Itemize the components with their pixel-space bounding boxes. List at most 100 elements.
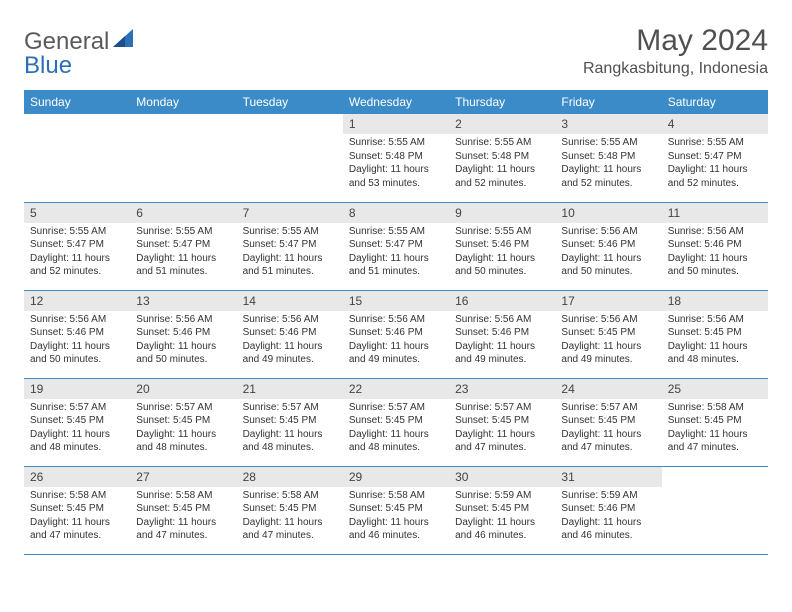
day-number: 25 bbox=[662, 379, 768, 399]
day-number bbox=[130, 114, 236, 120]
calendar-body: 1Sunrise: 5:55 AMSunset: 5:48 PMDaylight… bbox=[24, 114, 768, 554]
day-details: Sunrise: 5:56 AMSunset: 5:46 PMDaylight:… bbox=[449, 311, 555, 371]
sunrise-text: Sunrise: 5:56 AM bbox=[561, 225, 655, 239]
sunrise-text: Sunrise: 5:55 AM bbox=[349, 225, 443, 239]
sunrise-text: Sunrise: 5:55 AM bbox=[136, 225, 230, 239]
sunrise-text: Sunrise: 5:58 AM bbox=[243, 489, 337, 503]
sunset-text: Sunset: 5:45 PM bbox=[561, 326, 655, 340]
day-details: Sunrise: 5:55 AMSunset: 5:47 PMDaylight:… bbox=[24, 223, 130, 283]
sunrise-text: Sunrise: 5:55 AM bbox=[349, 136, 443, 150]
weekday-header: Saturday bbox=[662, 90, 768, 114]
day-number: 8 bbox=[343, 203, 449, 223]
weekday-header: Monday bbox=[130, 90, 236, 114]
day-number: 5 bbox=[24, 203, 130, 223]
sunset-text: Sunset: 5:45 PM bbox=[668, 326, 762, 340]
sunrise-text: Sunrise: 5:56 AM bbox=[668, 313, 762, 327]
sunrise-text: Sunrise: 5:55 AM bbox=[243, 225, 337, 239]
daylight-text: Daylight: 11 hours and 52 minutes. bbox=[455, 163, 549, 190]
day-number: 10 bbox=[555, 203, 661, 223]
daylight-text: Daylight: 11 hours and 50 minutes. bbox=[136, 340, 230, 367]
day-number: 11 bbox=[662, 203, 768, 223]
calendar-cell: 5Sunrise: 5:55 AMSunset: 5:47 PMDaylight… bbox=[24, 202, 130, 290]
calendar-table: Sunday Monday Tuesday Wednesday Thursday… bbox=[24, 90, 768, 555]
calendar-cell: 2Sunrise: 5:55 AMSunset: 5:48 PMDaylight… bbox=[449, 114, 555, 202]
sunset-text: Sunset: 5:45 PM bbox=[561, 414, 655, 428]
daylight-text: Daylight: 11 hours and 50 minutes. bbox=[30, 340, 124, 367]
calendar-cell: 6Sunrise: 5:55 AMSunset: 5:47 PMDaylight… bbox=[130, 202, 236, 290]
day-number: 4 bbox=[662, 114, 768, 134]
calendar-cell: 19Sunrise: 5:57 AMSunset: 5:45 PMDayligh… bbox=[24, 378, 130, 466]
sunset-text: Sunset: 5:46 PM bbox=[30, 326, 124, 340]
sunset-text: Sunset: 5:46 PM bbox=[455, 326, 549, 340]
sunset-text: Sunset: 5:45 PM bbox=[136, 502, 230, 516]
sunset-text: Sunset: 5:46 PM bbox=[136, 326, 230, 340]
daylight-text: Daylight: 11 hours and 50 minutes. bbox=[561, 252, 655, 279]
day-details: Sunrise: 5:57 AMSunset: 5:45 PMDaylight:… bbox=[343, 399, 449, 459]
weekday-header: Tuesday bbox=[237, 90, 343, 114]
calendar-week-row: 1Sunrise: 5:55 AMSunset: 5:48 PMDaylight… bbox=[24, 114, 768, 202]
weekday-header: Friday bbox=[555, 90, 661, 114]
day-details: Sunrise: 5:56 AMSunset: 5:45 PMDaylight:… bbox=[555, 311, 661, 371]
daylight-text: Daylight: 11 hours and 50 minutes. bbox=[668, 252, 762, 279]
calendar-cell: 9Sunrise: 5:55 AMSunset: 5:46 PMDaylight… bbox=[449, 202, 555, 290]
calendar-cell: 23Sunrise: 5:57 AMSunset: 5:45 PMDayligh… bbox=[449, 378, 555, 466]
sunset-text: Sunset: 5:48 PM bbox=[455, 150, 549, 164]
day-details: Sunrise: 5:57 AMSunset: 5:45 PMDaylight:… bbox=[237, 399, 343, 459]
daylight-text: Daylight: 11 hours and 49 minutes. bbox=[349, 340, 443, 367]
location-title: Rangkasbitung, Indonesia bbox=[583, 60, 768, 78]
sunset-text: Sunset: 5:46 PM bbox=[668, 238, 762, 252]
day-number: 27 bbox=[130, 467, 236, 487]
day-details: Sunrise: 5:55 AMSunset: 5:47 PMDaylight:… bbox=[662, 134, 768, 194]
calendar-cell: 7Sunrise: 5:55 AMSunset: 5:47 PMDaylight… bbox=[237, 202, 343, 290]
sunrise-text: Sunrise: 5:56 AM bbox=[668, 225, 762, 239]
day-details: Sunrise: 5:57 AMSunset: 5:45 PMDaylight:… bbox=[24, 399, 130, 459]
weekday-header: Sunday bbox=[24, 90, 130, 114]
day-details: Sunrise: 5:57 AMSunset: 5:45 PMDaylight:… bbox=[555, 399, 661, 459]
logo-triangle-icon bbox=[113, 29, 133, 47]
day-details: Sunrise: 5:56 AMSunset: 5:46 PMDaylight:… bbox=[24, 311, 130, 371]
day-number: 9 bbox=[449, 203, 555, 223]
weekday-header: Thursday bbox=[449, 90, 555, 114]
calendar-cell: 29Sunrise: 5:58 AMSunset: 5:45 PMDayligh… bbox=[343, 466, 449, 554]
day-number: 17 bbox=[555, 291, 661, 311]
sunset-text: Sunset: 5:46 PM bbox=[349, 326, 443, 340]
calendar-cell: 12Sunrise: 5:56 AMSunset: 5:46 PMDayligh… bbox=[24, 290, 130, 378]
day-details: Sunrise: 5:55 AMSunset: 5:47 PMDaylight:… bbox=[237, 223, 343, 283]
sunset-text: Sunset: 5:45 PM bbox=[349, 502, 443, 516]
day-number: 21 bbox=[237, 379, 343, 399]
daylight-text: Daylight: 11 hours and 51 minutes. bbox=[349, 252, 443, 279]
sunrise-text: Sunrise: 5:57 AM bbox=[243, 401, 337, 415]
day-number bbox=[24, 114, 130, 120]
daylight-text: Daylight: 11 hours and 51 minutes. bbox=[243, 252, 337, 279]
daylight-text: Daylight: 11 hours and 48 minutes. bbox=[668, 340, 762, 367]
logo-text-blue: Blue bbox=[24, 52, 72, 79]
calendar-week-row: 26Sunrise: 5:58 AMSunset: 5:45 PMDayligh… bbox=[24, 466, 768, 554]
sunrise-text: Sunrise: 5:59 AM bbox=[561, 489, 655, 503]
daylight-text: Daylight: 11 hours and 46 minutes. bbox=[349, 516, 443, 543]
sunset-text: Sunset: 5:47 PM bbox=[668, 150, 762, 164]
sunrise-text: Sunrise: 5:57 AM bbox=[349, 401, 443, 415]
day-number: 12 bbox=[24, 291, 130, 311]
sunset-text: Sunset: 5:47 PM bbox=[243, 238, 337, 252]
daylight-text: Daylight: 11 hours and 47 minutes. bbox=[561, 428, 655, 455]
sunset-text: Sunset: 5:45 PM bbox=[668, 414, 762, 428]
sunset-text: Sunset: 5:47 PM bbox=[349, 238, 443, 252]
calendar-cell: 28Sunrise: 5:58 AMSunset: 5:45 PMDayligh… bbox=[237, 466, 343, 554]
day-number: 20 bbox=[130, 379, 236, 399]
sunrise-text: Sunrise: 5:56 AM bbox=[30, 313, 124, 327]
sunrise-text: Sunrise: 5:58 AM bbox=[30, 489, 124, 503]
daylight-text: Daylight: 11 hours and 52 minutes. bbox=[668, 163, 762, 190]
sunset-text: Sunset: 5:47 PM bbox=[30, 238, 124, 252]
day-number: 26 bbox=[24, 467, 130, 487]
daylight-text: Daylight: 11 hours and 46 minutes. bbox=[561, 516, 655, 543]
sunrise-text: Sunrise: 5:56 AM bbox=[243, 313, 337, 327]
weekday-header: Wednesday bbox=[343, 90, 449, 114]
calendar-cell: 10Sunrise: 5:56 AMSunset: 5:46 PMDayligh… bbox=[555, 202, 661, 290]
sunset-text: Sunset: 5:46 PM bbox=[561, 502, 655, 516]
day-details: Sunrise: 5:56 AMSunset: 5:46 PMDaylight:… bbox=[662, 223, 768, 283]
sunrise-text: Sunrise: 5:58 AM bbox=[136, 489, 230, 503]
month-title: May 2024 bbox=[583, 24, 768, 58]
sunrise-text: Sunrise: 5:55 AM bbox=[668, 136, 762, 150]
title-block: May 2024 Rangkasbitung, Indonesia bbox=[583, 24, 768, 78]
calendar-cell: 1Sunrise: 5:55 AMSunset: 5:48 PMDaylight… bbox=[343, 114, 449, 202]
